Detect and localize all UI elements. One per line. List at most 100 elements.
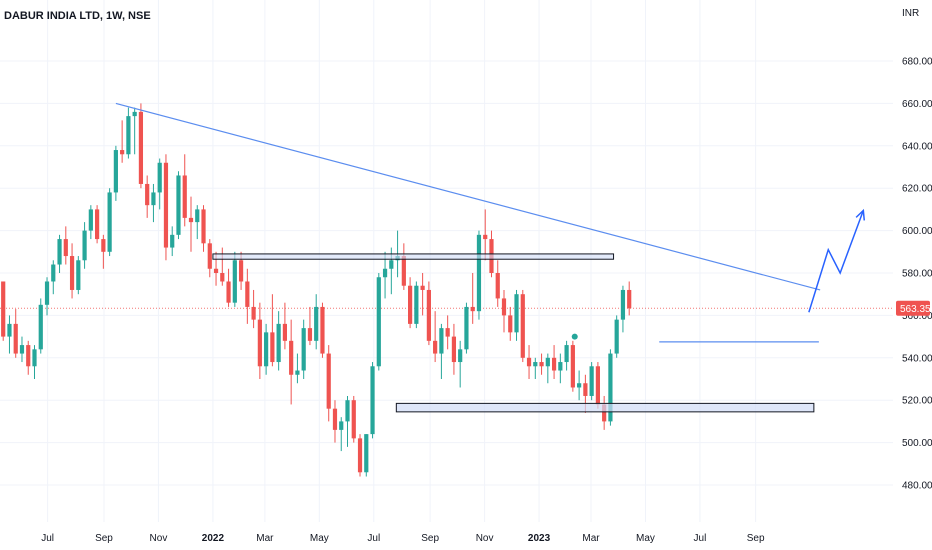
candle-body xyxy=(320,306,325,354)
candle-body xyxy=(602,404,607,422)
candle-body xyxy=(295,370,300,375)
x-tick-label: Mar xyxy=(582,533,600,544)
candle-body xyxy=(282,323,287,341)
candle-body xyxy=(339,421,344,430)
candle-body xyxy=(76,260,81,290)
support-zone xyxy=(395,402,815,413)
drawings xyxy=(115,102,866,413)
candle-body xyxy=(113,150,118,193)
candle-body xyxy=(539,362,544,367)
candle-body xyxy=(57,239,62,265)
x-tick-label: 2022 xyxy=(202,533,225,544)
x-tick-label: Sep xyxy=(95,533,113,544)
candle-body xyxy=(458,349,463,363)
candle-body xyxy=(376,277,381,367)
candle-body xyxy=(19,345,25,354)
candle-body xyxy=(176,175,181,235)
candle-body xyxy=(195,209,200,223)
candle-body xyxy=(382,268,388,278)
candle-body xyxy=(520,294,525,358)
candle-body xyxy=(351,400,356,439)
candle-body xyxy=(558,362,563,371)
candle-body xyxy=(627,289,632,309)
candle-body xyxy=(276,323,281,363)
candle-body xyxy=(182,175,187,218)
candle-body xyxy=(32,349,37,367)
candle-body xyxy=(577,383,582,388)
trendline xyxy=(115,102,821,291)
candle-body xyxy=(232,260,237,303)
candle-body xyxy=(88,209,93,231)
candle-body xyxy=(207,243,212,269)
candle-body xyxy=(476,234,482,312)
candle-body xyxy=(270,332,275,363)
resistance-zone xyxy=(212,253,615,260)
candle-body xyxy=(501,298,507,316)
last-price-badge: 563.35 xyxy=(896,300,931,316)
y-tick-label: 620.00 xyxy=(902,184,932,195)
candle-body xyxy=(226,281,231,303)
candle-body xyxy=(345,400,350,422)
candle-body xyxy=(151,192,156,206)
candle-body xyxy=(138,111,144,184)
projection-arrowhead xyxy=(855,208,866,221)
candle-body xyxy=(120,150,125,155)
x-tick-label: Jul xyxy=(367,533,380,544)
candle-body xyxy=(257,319,262,367)
candle-body xyxy=(301,328,306,371)
x-tick-label: Sep xyxy=(421,533,439,544)
candle-body xyxy=(220,273,225,282)
y-tick-label: 540.00 xyxy=(902,353,932,364)
candle-body xyxy=(289,340,294,375)
candle-body xyxy=(245,281,250,307)
y-tick-label: 500.00 xyxy=(902,438,932,449)
candle-body xyxy=(38,304,43,350)
candle-body xyxy=(188,217,194,223)
candle-body xyxy=(620,289,626,320)
candle-body xyxy=(514,294,519,333)
candle-body xyxy=(26,345,31,367)
candle-body xyxy=(357,438,363,473)
y-tick-label: 480.00 xyxy=(902,481,932,492)
candle-body xyxy=(533,362,538,367)
candle-body xyxy=(495,273,500,299)
candle-body xyxy=(251,306,256,320)
marker-dot xyxy=(571,333,578,340)
candle-body xyxy=(439,328,444,354)
candle-body xyxy=(589,366,594,396)
y-tick-label: 600.00 xyxy=(902,226,932,237)
candle-body xyxy=(69,256,75,290)
x-tick-label: 2023 xyxy=(528,533,551,544)
candles xyxy=(1,103,632,477)
candle-body xyxy=(132,111,137,117)
candle-body xyxy=(370,366,375,435)
y-tick-label: 580.00 xyxy=(902,269,932,280)
candle-body xyxy=(101,239,106,252)
candle-body xyxy=(433,340,438,354)
candle-body xyxy=(163,162,169,248)
candle-body xyxy=(389,260,394,269)
candle-body xyxy=(401,256,406,286)
candle-body xyxy=(1,281,6,337)
candle-body xyxy=(570,345,575,388)
candle-body xyxy=(420,285,425,290)
candle-body xyxy=(583,383,588,396)
candle-body xyxy=(408,285,413,324)
candle-body xyxy=(170,234,175,248)
candle-body xyxy=(426,289,431,341)
candle-body xyxy=(238,260,244,282)
candle-body xyxy=(364,434,369,473)
x-tick-label: May xyxy=(310,533,329,544)
candle-body xyxy=(44,281,50,305)
candle-body xyxy=(508,315,513,333)
candle-body xyxy=(614,319,619,354)
candle-body xyxy=(7,323,12,337)
candle-body xyxy=(332,408,338,430)
grid-lines xyxy=(0,0,893,522)
time-axis[interactable]: Jul Sep Nov 2022 Mar May Jul Sep Nov 2023 Mar May Ju… xyxy=(41,533,765,544)
candle-body xyxy=(464,306,469,350)
price-axis[interactable]: 480.00 500.00 520.00 540.00 560.00 580.00 600.… xyxy=(902,57,932,492)
candle-body xyxy=(564,345,569,363)
candle-body xyxy=(545,357,550,367)
